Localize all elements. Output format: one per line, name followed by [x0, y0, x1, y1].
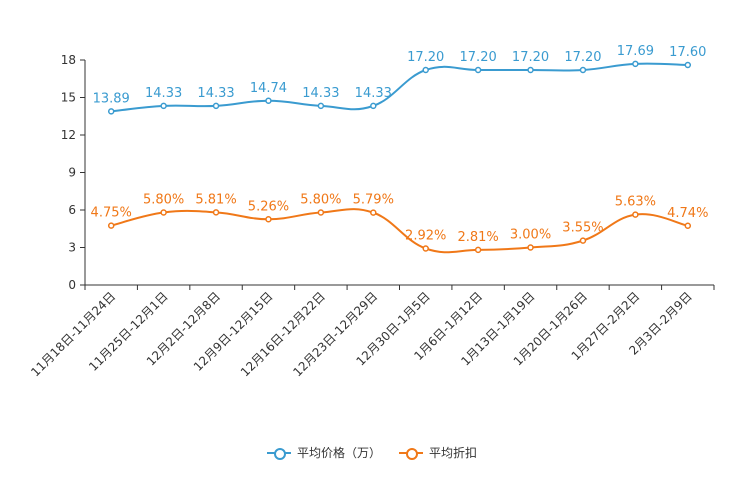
data-label-price: 17.20: [407, 50, 444, 65]
point-price: [370, 102, 377, 110]
data-label-price: 14.33: [145, 86, 182, 101]
series-line-discount: [110, 208, 689, 254]
point-discount: [212, 209, 220, 216]
y-tick-label: 18: [61, 53, 76, 67]
point-price: [684, 61, 692, 69]
y-tick-label: 9: [68, 166, 76, 180]
series-line-price: [111, 62, 688, 113]
point-discount: [160, 209, 167, 216]
data-label-discount: 3.55%: [562, 221, 603, 236]
data-label-price: 14.33: [355, 86, 392, 101]
legend-item-price[interactable]: 平均价格（万）: [266, 444, 381, 461]
data-label-price: 13.89: [93, 91, 130, 106]
legend-discount-label: 平均折扣: [429, 446, 478, 460]
data-label-price: 17.20: [512, 50, 549, 65]
point-price: [160, 102, 167, 110]
legend-price-label: 平均价格（万）: [296, 446, 381, 460]
point-discount: [265, 216, 272, 223]
data-label-price: 14.74: [250, 81, 287, 96]
point-discount: [527, 244, 534, 251]
point-price: [212, 102, 220, 110]
legend-item-discount[interactable]: 平均折扣: [399, 444, 477, 461]
data-label-price: 14.33: [302, 86, 339, 101]
data-label-price: 17.20: [460, 50, 497, 65]
data-label-price: 17.69: [617, 44, 654, 59]
point-price: [579, 66, 587, 74]
y-tick-label: 3: [68, 241, 76, 255]
data-label-discount: 5.63%: [615, 195, 656, 210]
point-discount: [579, 237, 587, 244]
y-tick-label: 0: [68, 278, 76, 292]
data-label-discount: 5.80%: [300, 193, 341, 208]
point-price: [107, 108, 115, 115]
data-label-price: 17.20: [564, 50, 601, 65]
data-label-discount: 5.81%: [195, 192, 236, 207]
data-label-discount: 4.74%: [667, 206, 708, 221]
data-label-discount: 5.26%: [248, 199, 289, 214]
point-discount: [370, 209, 377, 216]
point-discount: [107, 222, 115, 229]
data-label-discount: 5.79%: [353, 193, 394, 208]
x-tick-label: 11月18日-11月24日: [28, 289, 118, 379]
point-price: [317, 102, 325, 110]
data-label-discount: 3.00%: [510, 228, 551, 243]
data-label-discount: 2.81%: [457, 230, 498, 245]
point-price: [632, 60, 639, 68]
y-tick-label: 15: [61, 91, 76, 105]
legend-price-line-icon: [266, 446, 291, 460]
point-price: [527, 66, 534, 74]
point-price: [265, 97, 272, 104]
point-discount: [684, 222, 692, 229]
data-label-discount: 5.80%: [143, 193, 184, 208]
y-tick-label: 6: [68, 203, 76, 217]
point-discount: [632, 211, 639, 218]
legend: 平均价格（万） 平均折扣: [0, 444, 744, 461]
data-label-discount: 4.75%: [91, 206, 132, 221]
point-discount: [317, 209, 325, 216]
point-price: [474, 66, 482, 74]
point-discount: [474, 246, 482, 254]
data-label-price: 17.60: [669, 45, 706, 60]
y-tick-label: 12: [61, 128, 76, 142]
point-discount: [422, 245, 429, 252]
data-label-price: 14.33: [197, 86, 234, 101]
data-label-discount: 2.92%: [405, 229, 446, 244]
point-price: [422, 66, 429, 74]
legend-discount-line-icon: [399, 446, 423, 460]
